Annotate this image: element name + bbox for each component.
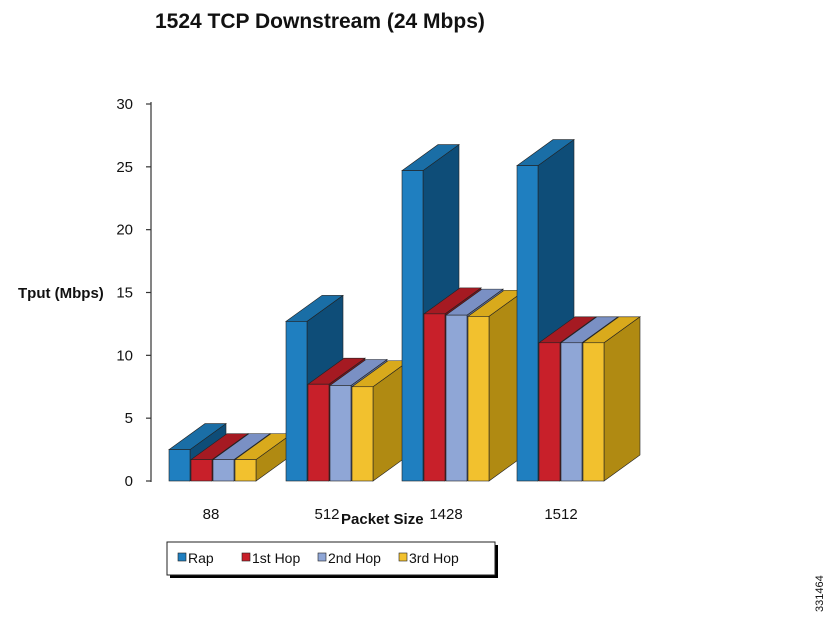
figure-id: 331464 bbox=[814, 575, 826, 612]
y-tick-label: 25 bbox=[116, 159, 133, 176]
bar bbox=[582, 316, 641, 482]
y-axis-label: Tput (Mbps) bbox=[18, 285, 104, 302]
x-axis-label: Packet Size bbox=[341, 511, 424, 528]
y-axis: 0 5 10 15 20 25 30 bbox=[116, 96, 152, 490]
bar bbox=[467, 289, 526, 482]
legend-label: 2nd Hop bbox=[328, 550, 381, 566]
y-tick-label: 5 bbox=[125, 410, 133, 427]
y-tick-label: 15 bbox=[116, 285, 133, 302]
x-axis-ticks: 88 512 1428 1512 bbox=[203, 506, 578, 523]
y-tick-label: 20 bbox=[116, 222, 133, 239]
y-tick-label: 30 bbox=[116, 96, 133, 113]
legend-label: 1st Hop bbox=[252, 550, 300, 566]
bars bbox=[168, 138, 641, 482]
legend-swatch bbox=[398, 552, 408, 562]
legend-item: 3rd Hop bbox=[398, 550, 459, 566]
legend-item: Rap bbox=[177, 550, 214, 566]
legend-swatch bbox=[241, 552, 251, 562]
legend-item: 1st Hop bbox=[241, 550, 300, 566]
bar bbox=[351, 360, 410, 482]
legend-item: 2nd Hop bbox=[317, 550, 381, 566]
legend-label: 3rd Hop bbox=[409, 550, 459, 566]
x-tick-label: 88 bbox=[203, 506, 220, 523]
legend-box bbox=[166, 541, 496, 576]
legend: Rap 1st Hop 2nd Hop 3rd Hop bbox=[166, 541, 498, 578]
x-tick-label: 1512 bbox=[544, 506, 577, 523]
legend-label: Rap bbox=[188, 550, 214, 566]
x-tick-label: 1428 bbox=[429, 506, 462, 523]
legend-swatch bbox=[317, 552, 327, 562]
x-tick-label: 512 bbox=[314, 506, 339, 523]
legend-swatch bbox=[177, 552, 187, 562]
y-tick-label: 10 bbox=[116, 347, 133, 364]
y-tick-label: 0 bbox=[125, 473, 133, 490]
chart-title: 1524 TCP Downstream (24 Mbps) bbox=[155, 10, 485, 33]
